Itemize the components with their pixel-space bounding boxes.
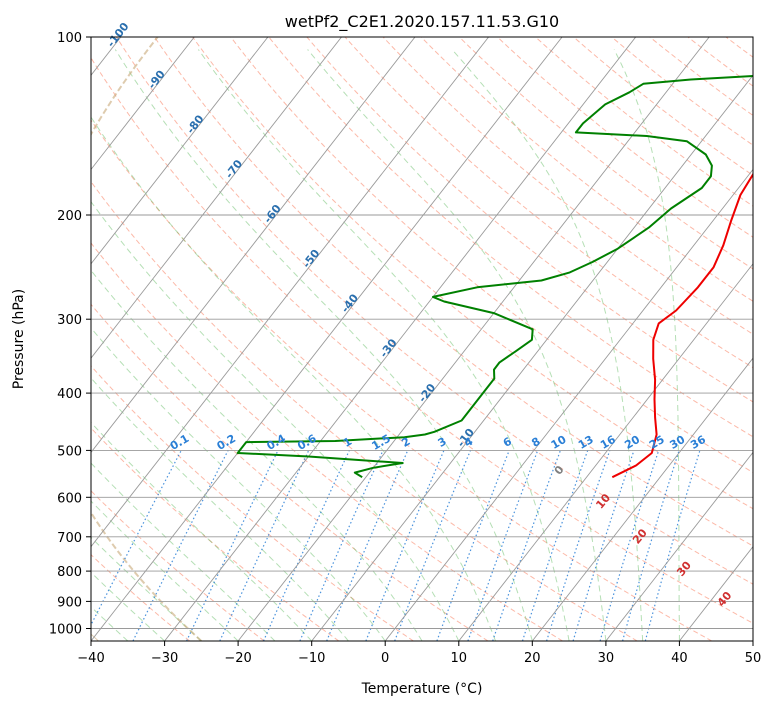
y-tick-label: 600 <box>57 491 82 506</box>
isotherm-gridline <box>384 168 753 641</box>
y-tick-label: 900 <box>57 595 82 610</box>
y-axis: 100 200 300 400 500 600 700 800 900 1000 <box>49 31 91 638</box>
mixing-ratio-line <box>132 450 229 641</box>
isotherm-gridline <box>237 37 710 641</box>
dry-adiabat-line <box>91 56 753 624</box>
mixing-ratio-line <box>299 450 384 641</box>
isotherm-gridline <box>752 640 753 641</box>
isotherm-gridline <box>605 451 753 641</box>
y-tick-label: 700 <box>57 531 82 546</box>
x-axis: −40 −30 −20 −10 0 10 20 30 40 50 <box>77 641 761 666</box>
mixing-ratio-line <box>622 450 680 641</box>
isotherm-gridline <box>91 37 416 454</box>
dewpoint-line <box>236 74 753 479</box>
moist-adiabat-line <box>197 49 570 641</box>
moist-adiabat-line <box>91 536 202 641</box>
plot-frame <box>90 36 754 642</box>
y-tick-label: 100 <box>57 31 82 46</box>
y-tick-label: 300 <box>57 313 82 328</box>
theta-e-line <box>91 37 202 641</box>
x-tick-label: 0 <box>381 651 389 666</box>
y-tick-label: 800 <box>57 565 82 580</box>
isotherm-gridline <box>458 263 753 641</box>
plot-border <box>90 36 754 642</box>
isotherm-gridline <box>91 37 563 641</box>
isotherm-gridline <box>91 37 269 265</box>
mixing-ratio-line <box>644 450 701 641</box>
y-tick-label: 500 <box>57 444 82 459</box>
y-axis-label: Pressure (hPa) <box>11 289 27 389</box>
x-tick-label: 30 <box>598 651 615 666</box>
dry-adiabat-line <box>115 37 753 585</box>
mixing-ratio-line <box>572 450 635 641</box>
dry-adiabat-line <box>91 365 414 641</box>
plot-background <box>91 37 753 641</box>
isotherm-gridline <box>311 74 753 641</box>
moist-adiabat-line <box>451 49 644 641</box>
mixing-ratio-line <box>186 450 279 641</box>
mixing-ratio-line <box>467 450 539 641</box>
y-tick-label: 400 <box>57 387 82 402</box>
moist-adiabat-line <box>91 269 423 641</box>
temperature-line <box>611 172 753 479</box>
gridlines <box>91 37 753 641</box>
dry-adiabat-line <box>458 37 753 270</box>
dry-adiabat-line <box>306 37 753 403</box>
isotherm-gridline <box>531 357 753 641</box>
x-axis-label: Temperature (°C) <box>361 681 483 697</box>
x-tick-label: 40 <box>671 651 688 666</box>
x-tick-label: −20 <box>224 651 251 666</box>
x-tick-label: 20 <box>524 651 541 666</box>
x-tick-label: −30 <box>151 651 178 666</box>
x-tick-label: −40 <box>77 651 104 666</box>
series-layer <box>236 74 753 479</box>
dry-adiabat-line <box>611 37 753 146</box>
mixing-ratio-line <box>326 450 409 641</box>
mixing-ratio-line <box>521 450 589 641</box>
moist-adiabat-line <box>91 116 497 641</box>
mixing-ratio-line <box>219 450 310 641</box>
chart-title: wetPf2_C2E1.2020.157.11.53.G10 <box>285 12 559 32</box>
dry-adiabat-line <box>268 37 753 438</box>
mixing-ratio-line <box>262 450 350 641</box>
dry-adiabat-line <box>91 119 713 641</box>
moist-adiabat-line <box>613 49 680 641</box>
dry-adiabat-line <box>192 37 753 510</box>
y-tick-label: 1000 <box>49 623 82 638</box>
mixing-ratio-line <box>599 450 660 641</box>
moist-adiabat-line <box>91 327 386 641</box>
moist-adiabat-line <box>91 421 313 641</box>
mixing-ratio-line <box>492 450 561 641</box>
dry-adiabat-line <box>382 37 753 335</box>
dry-adiabat-line <box>764 37 775 641</box>
moist-adiabat-line <box>114 49 533 641</box>
dry-adiabat-line <box>344 37 753 369</box>
moist-adiabat-line <box>91 571 165 641</box>
moist-adiabat-line <box>91 377 349 641</box>
dry-adiabat-line <box>154 37 753 547</box>
isotherm-gridline <box>91 37 195 171</box>
isotherm-gridline <box>164 37 637 641</box>
y-tick-label: 200 <box>57 209 82 224</box>
x-tick-label: 10 <box>451 651 468 666</box>
plot-area <box>91 37 753 641</box>
moist-adiabat-line <box>91 500 239 641</box>
x-tick-label: 50 <box>745 651 762 666</box>
dry-adiabat-line <box>91 427 340 641</box>
isotherm-gridline <box>91 37 342 359</box>
isotherm-gridline <box>91 37 489 548</box>
x-tick-label: −10 <box>298 651 325 666</box>
moist-adiabat-line <box>91 462 276 641</box>
